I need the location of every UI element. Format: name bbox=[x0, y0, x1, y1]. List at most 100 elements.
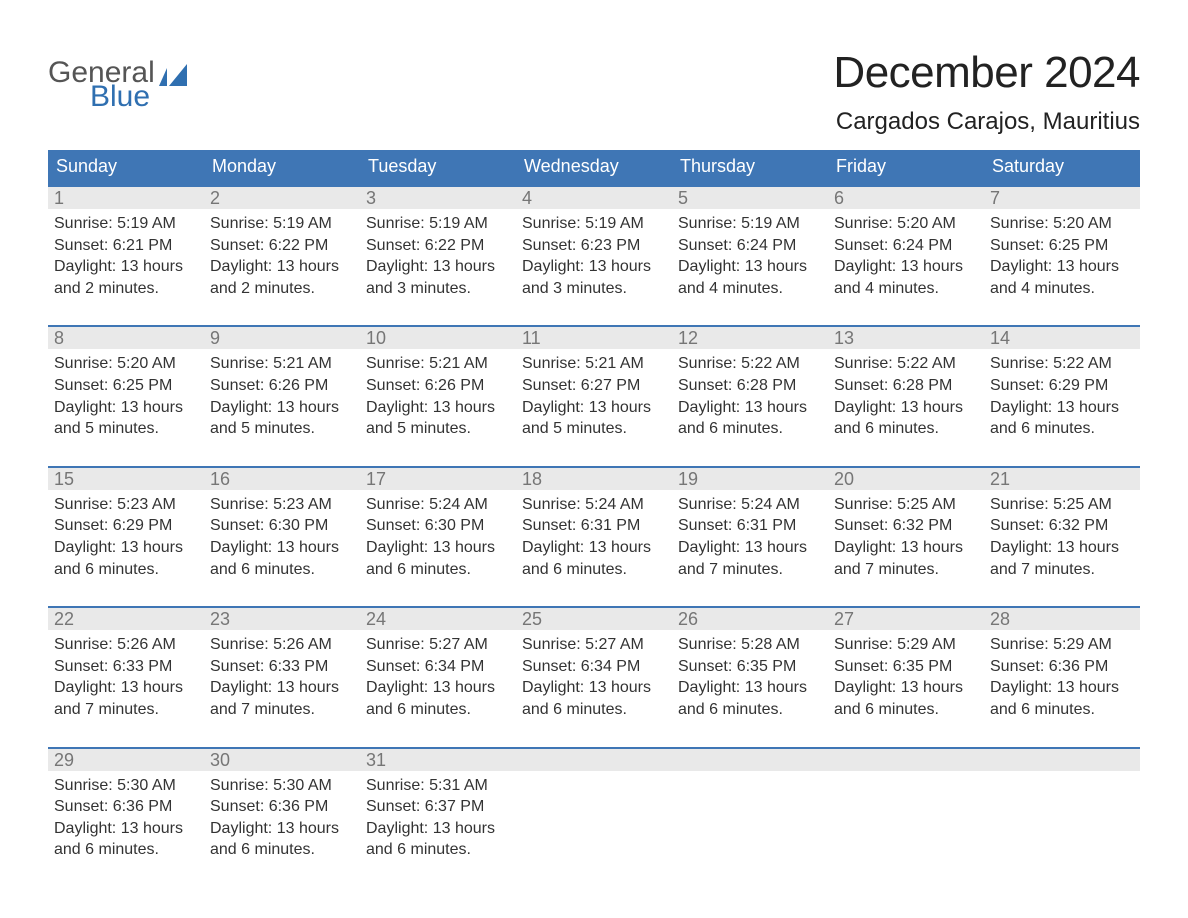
brand-text-blue: Blue bbox=[90, 82, 155, 112]
sunset-line: Sunset: 6:31 PM bbox=[522, 515, 666, 537]
weeks-container: 1Sunrise: 5:19 AMSunset: 6:21 PMDaylight… bbox=[48, 185, 1140, 867]
sunrise-line: Sunrise: 5:28 AM bbox=[678, 634, 822, 656]
sunset-line: Sunset: 6:23 PM bbox=[522, 235, 666, 257]
daylight-line: Daylight: 13 hours and 6 minutes. bbox=[54, 818, 198, 861]
day-number: 1 bbox=[54, 187, 198, 209]
sunrise-line: Sunrise: 5:19 AM bbox=[522, 213, 666, 235]
day-cell: 15Sunrise: 5:23 AMSunset: 6:29 PMDayligh… bbox=[48, 468, 204, 586]
day-cell: 31Sunrise: 5:31 AMSunset: 6:37 PMDayligh… bbox=[360, 749, 516, 867]
daylight-line: Daylight: 13 hours and 5 minutes. bbox=[210, 397, 354, 440]
day-cell: 12 Sunrise: 5:22 AMSunset: 6:28 PMDayligh… bbox=[672, 327, 828, 445]
daylight-line: Daylight: 13 hours and 6 minutes. bbox=[678, 677, 822, 720]
day-number: 4 bbox=[522, 187, 666, 209]
day-number-row: 10 bbox=[360, 327, 516, 349]
daylight-line: Daylight: 13 hours and 6 minutes. bbox=[522, 677, 666, 720]
daylight-line: Daylight: 13 hours and 6 minutes. bbox=[678, 397, 822, 440]
sunset-line: Sunset: 6:37 PM bbox=[366, 796, 510, 818]
sunrise-line: Sunrise: 5:20 AM bbox=[54, 353, 198, 375]
day-number-row: 7 bbox=[984, 187, 1140, 209]
daylight-line: Daylight: 13 hours and 2 minutes. bbox=[54, 256, 198, 299]
sunrise-line: Sunrise: 5:19 AM bbox=[678, 213, 822, 235]
day-number-row: . bbox=[984, 749, 1140, 771]
dow-sunday: Sunday bbox=[48, 150, 204, 185]
sunrise-line: Sunrise: 5:19 AM bbox=[366, 213, 510, 235]
days-of-week-header: SundayMondayTuesdayWednesdayThursdayFrid… bbox=[48, 150, 1140, 185]
day-number-row: 26 bbox=[672, 608, 828, 630]
day-cell: 3Sunrise: 5:19 AMSunset: 6:22 PMDaylight… bbox=[360, 187, 516, 305]
day-number-row: 8 bbox=[48, 327, 204, 349]
sunset-line: Sunset: 6:33 PM bbox=[54, 656, 198, 678]
sunrise-line: Sunrise: 5:24 AM bbox=[366, 494, 510, 516]
sunrise-line: Sunrise: 5:30 AM bbox=[210, 775, 354, 797]
day-number-row: 6 bbox=[828, 187, 984, 209]
sunset-line: Sunset: 6:22 PM bbox=[210, 235, 354, 257]
sunset-line: Sunset: 6:26 PM bbox=[366, 375, 510, 397]
daylight-line: Daylight: 13 hours and 2 minutes. bbox=[210, 256, 354, 299]
sunset-line: Sunset: 6:33 PM bbox=[210, 656, 354, 678]
day-number-row: 14 bbox=[984, 327, 1140, 349]
day-number-row: 12 bbox=[672, 327, 828, 349]
sunset-line: Sunset: 6:36 PM bbox=[54, 796, 198, 818]
sunrise-line: Sunrise: 5:31 AM bbox=[366, 775, 510, 797]
month-title: December 2024 bbox=[833, 48, 1140, 98]
daylight-line: Daylight: 13 hours and 4 minutes. bbox=[834, 256, 978, 299]
week-row: 15Sunrise: 5:23 AMSunset: 6:29 PMDayligh… bbox=[48, 466, 1140, 586]
sunset-line: Sunset: 6:29 PM bbox=[990, 375, 1134, 397]
daylight-line: Daylight: 13 hours and 4 minutes. bbox=[678, 256, 822, 299]
sunrise-line: Sunrise: 5:29 AM bbox=[990, 634, 1134, 656]
day-number-row: 27 bbox=[828, 608, 984, 630]
sunset-line: Sunset: 6:24 PM bbox=[678, 235, 822, 257]
sunset-line: Sunset: 6:29 PM bbox=[54, 515, 198, 537]
day-cell: 23Sunrise: 5:26 AMSunset: 6:33 PMDayligh… bbox=[204, 608, 360, 726]
day-number: 25 bbox=[522, 608, 666, 630]
sunrise-line: Sunrise: 5:22 AM bbox=[990, 353, 1134, 375]
day-cell: 10Sunrise: 5:21 AMSunset: 6:26 PMDayligh… bbox=[360, 327, 516, 445]
sunrise-line: Sunrise: 5:26 AM bbox=[54, 634, 198, 656]
day-number: 22 bbox=[54, 608, 198, 630]
sunrise-line: Sunrise: 5:23 AM bbox=[210, 494, 354, 516]
day-cell: 27Sunrise: 5:29 AMSunset: 6:35 PMDayligh… bbox=[828, 608, 984, 726]
day-cell: 11Sunrise: 5:21 AMSunset: 6:27 PMDayligh… bbox=[516, 327, 672, 445]
dow-thursday: Thursday bbox=[672, 150, 828, 185]
daylight-line: Daylight: 13 hours and 5 minutes. bbox=[54, 397, 198, 440]
day-cell: 7Sunrise: 5:20 AMSunset: 6:25 PMDaylight… bbox=[984, 187, 1140, 305]
sunset-line: Sunset: 6:28 PM bbox=[678, 375, 822, 397]
daylight-line: Daylight: 13 hours and 7 minutes. bbox=[210, 677, 354, 720]
dow-saturday: Saturday bbox=[984, 150, 1140, 185]
daylight-line: Daylight: 13 hours and 6 minutes. bbox=[210, 818, 354, 861]
day-cell: 13Sunrise: 5:22 AMSunset: 6:28 PMDayligh… bbox=[828, 327, 984, 445]
daylight-line: Daylight: 13 hours and 7 minutes. bbox=[54, 677, 198, 720]
daylight-line: Daylight: 13 hours and 6 minutes. bbox=[522, 537, 666, 580]
sunrise-line: Sunrise: 5:21 AM bbox=[522, 353, 666, 375]
dow-wednesday: Wednesday bbox=[516, 150, 672, 185]
day-number: 14 bbox=[990, 327, 1134, 349]
sunset-line: Sunset: 6:28 PM bbox=[834, 375, 978, 397]
week-row: 1Sunrise: 5:19 AMSunset: 6:21 PMDaylight… bbox=[48, 185, 1140, 305]
day-number: 29 bbox=[54, 749, 198, 771]
day-number-row: 19 bbox=[672, 468, 828, 490]
day-cell: 21Sunrise: 5:25 AMSunset: 6:32 PMDayligh… bbox=[984, 468, 1140, 586]
title-block: December 2024 Cargados Carajos, Mauritiu… bbox=[833, 48, 1140, 136]
sunrise-line: Sunrise: 5:22 AM bbox=[678, 353, 822, 375]
daylight-line: Daylight: 13 hours and 6 minutes. bbox=[990, 677, 1134, 720]
day-number-row: 20 bbox=[828, 468, 984, 490]
sunrise-line: Sunrise: 5:24 AM bbox=[678, 494, 822, 516]
day-cell: 9Sunrise: 5:21 AMSunset: 6:26 PMDaylight… bbox=[204, 327, 360, 445]
day-number-row: 28 bbox=[984, 608, 1140, 630]
day-number: 16 bbox=[210, 468, 354, 490]
sunrise-line: Sunrise: 5:19 AM bbox=[210, 213, 354, 235]
sunrise-line: Sunrise: 5:23 AM bbox=[54, 494, 198, 516]
day-number-row: 4 bbox=[516, 187, 672, 209]
day-number: 13 bbox=[834, 327, 978, 349]
day-number: 8 bbox=[54, 327, 198, 349]
sunrise-line: Sunrise: 5:26 AM bbox=[210, 634, 354, 656]
sunrise-line: Sunrise: 5:21 AM bbox=[210, 353, 354, 375]
empty-day-cell: . bbox=[672, 749, 828, 867]
daylight-line: Daylight: 13 hours and 6 minutes. bbox=[366, 677, 510, 720]
day-number: 30 bbox=[210, 749, 354, 771]
daylight-line: Daylight: 13 hours and 6 minutes. bbox=[834, 677, 978, 720]
day-number: 6 bbox=[834, 187, 978, 209]
day-number: 5 bbox=[678, 187, 822, 209]
day-number-row: 31 bbox=[360, 749, 516, 771]
sunrise-line: Sunrise: 5:22 AM bbox=[834, 353, 978, 375]
